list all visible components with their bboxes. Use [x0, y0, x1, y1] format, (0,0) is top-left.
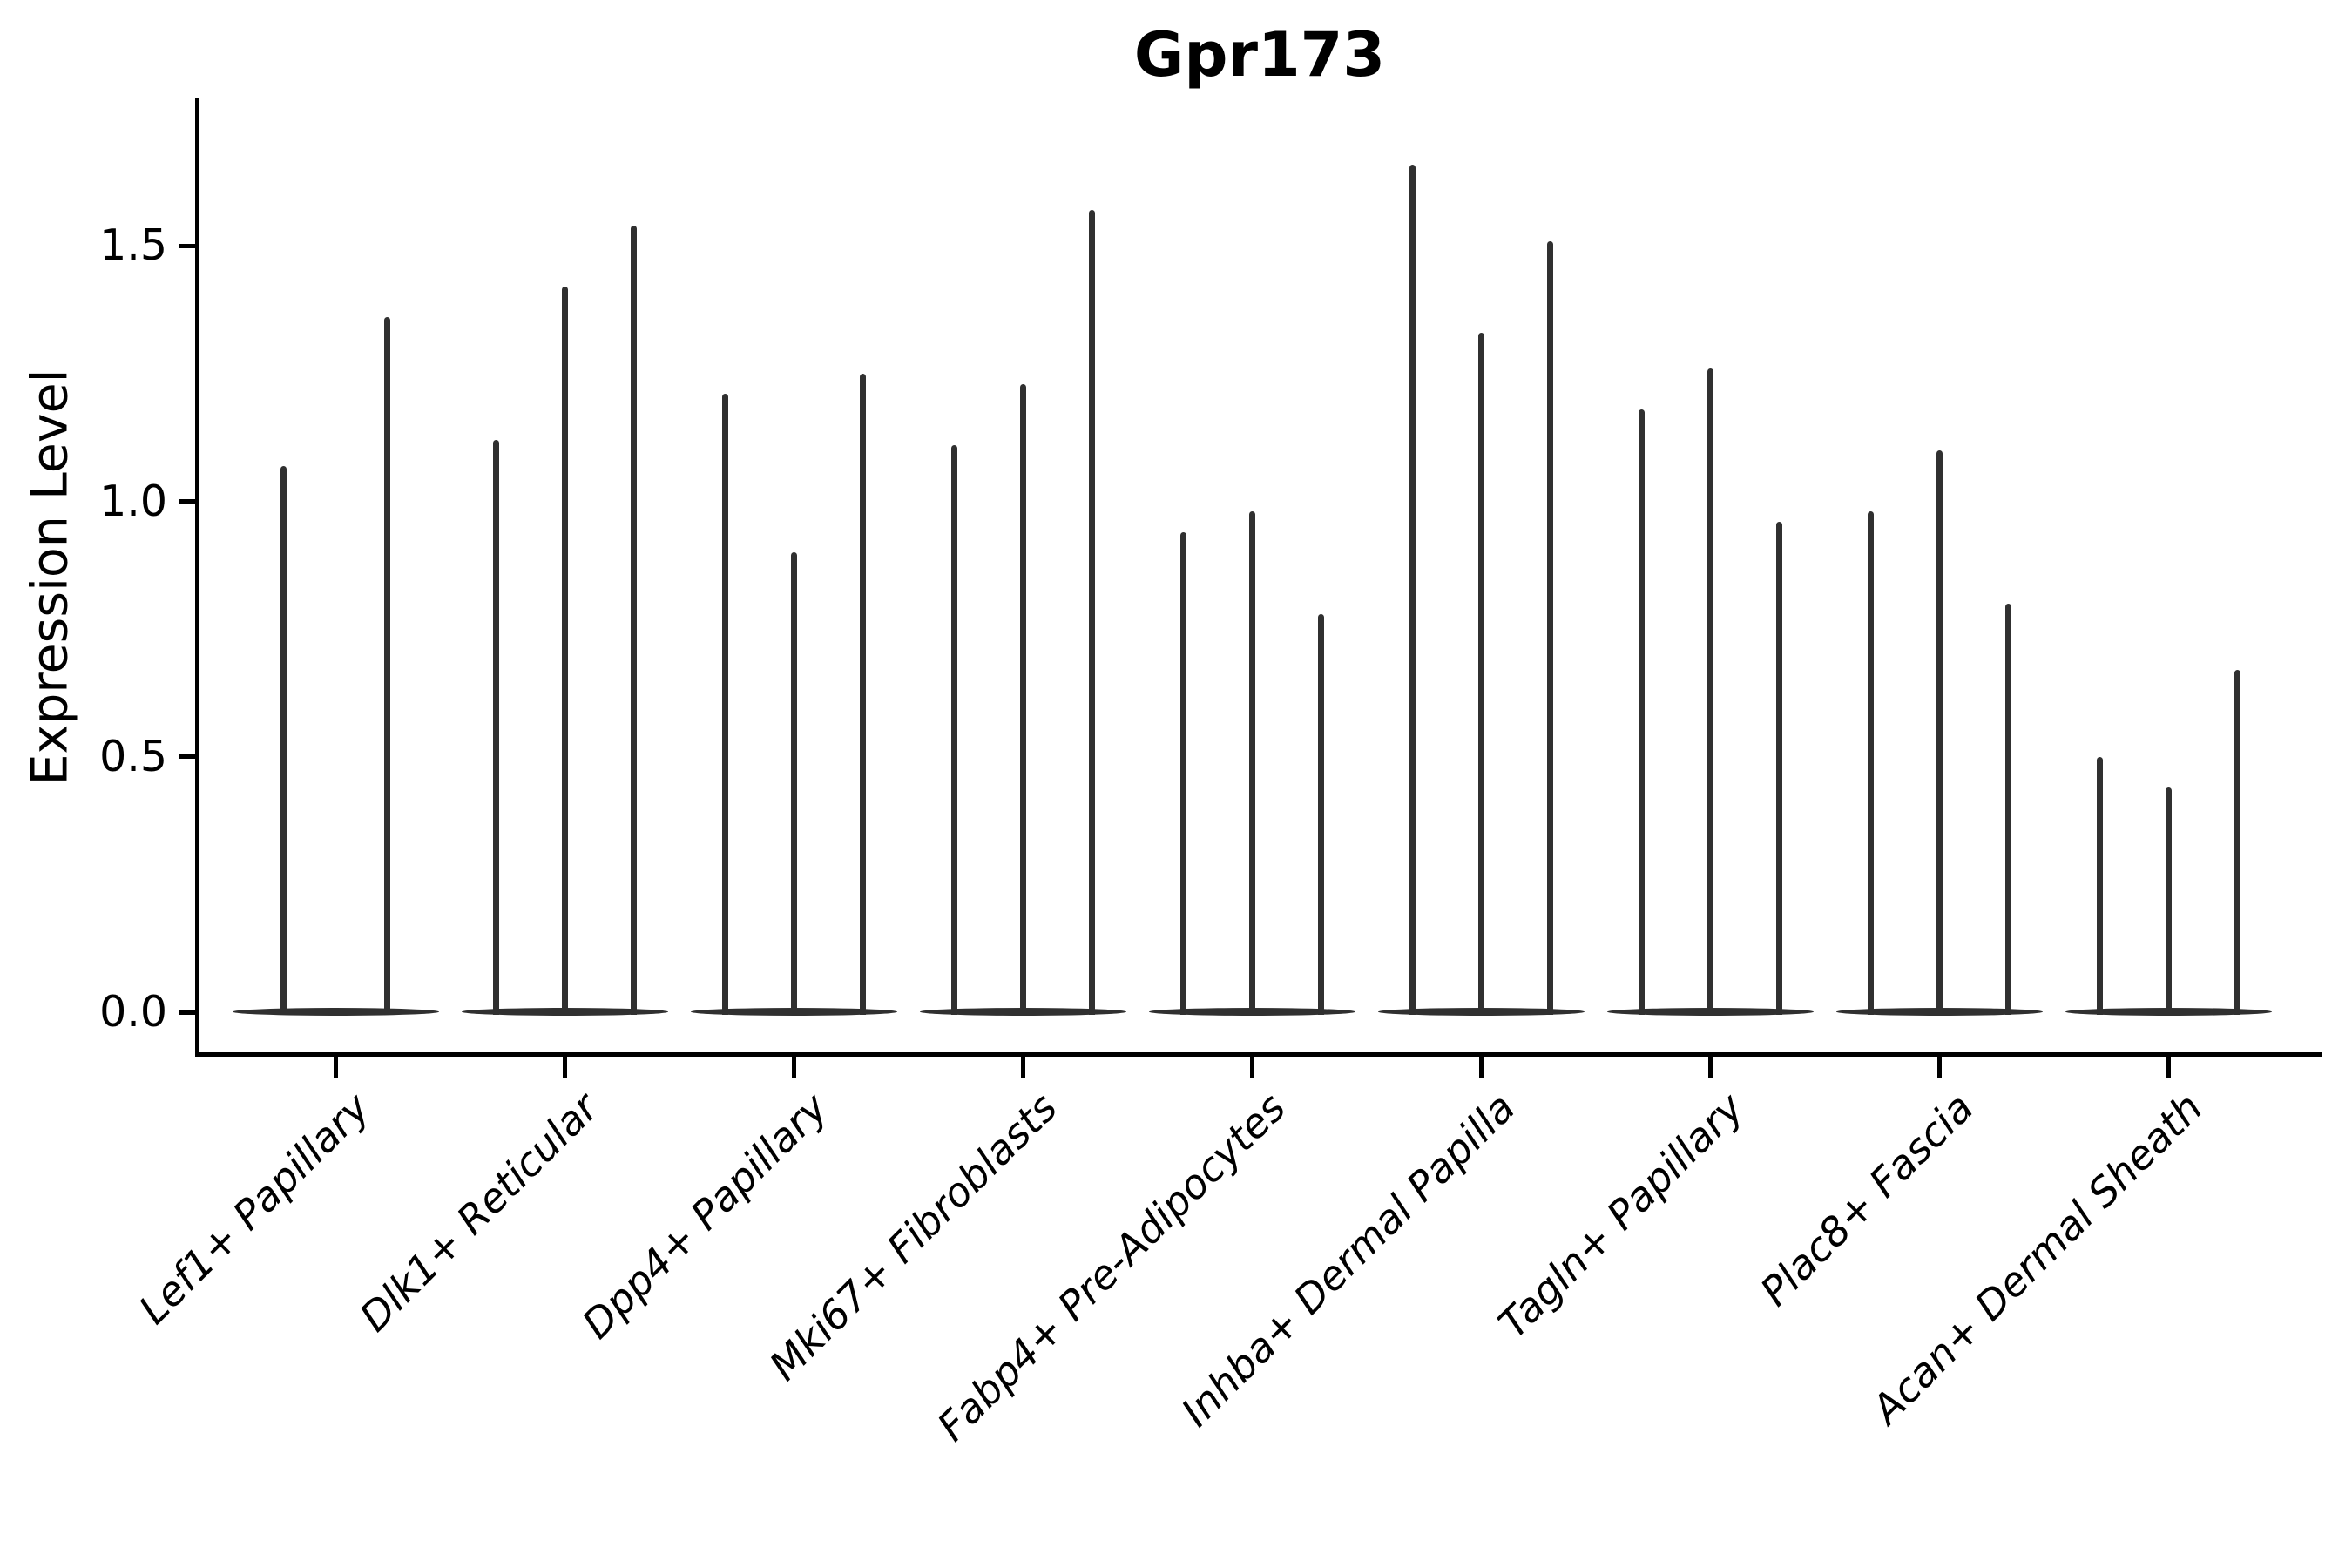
y-tick-mark [179, 754, 198, 760]
violin-spike [1867, 511, 1874, 1015]
violin-spike [2004, 603, 2011, 1015]
y-tick-mark [179, 1010, 198, 1015]
x-tick-mark [791, 1057, 796, 1078]
y-tick-label: 1.0 [99, 476, 167, 526]
x-tick-mark [1249, 1057, 1254, 1078]
x-axis-spine [195, 1052, 2322, 1057]
violin-spike [1019, 383, 1026, 1015]
violin-spike [280, 465, 287, 1015]
y-tick-label: 1.5 [99, 220, 167, 271]
violin-spike [1775, 522, 1782, 1015]
x-tick-mark [2166, 1057, 2171, 1078]
violin-spike [859, 374, 866, 1015]
x-tick-mark [1478, 1057, 1484, 1078]
violin-spike [492, 440, 499, 1015]
x-tick-mark [1936, 1057, 1942, 1078]
violin-spike [721, 394, 728, 1015]
violin-spike [1248, 511, 1255, 1015]
x-tick-label: Dlk1+ Reticular [350, 1084, 608, 1341]
violin-zero-base [232, 1008, 439, 1016]
violin-spike [790, 552, 797, 1015]
y-tick-mark [179, 499, 198, 504]
violin-spike [1477, 333, 1484, 1015]
violin-spike [1546, 240, 1553, 1015]
y-tick-label: 0.0 [99, 987, 167, 1037]
violin-spike [1409, 164, 1416, 1015]
x-tick-mark [562, 1057, 567, 1078]
x-tick-mark [333, 1057, 338, 1078]
violin-spike [1707, 368, 1713, 1015]
violin-spike [1638, 409, 1645, 1015]
violin-spike [630, 225, 637, 1015]
violin-spike [1179, 531, 1186, 1015]
violin-spike [1317, 613, 1324, 1015]
violin-spike [2096, 756, 2103, 1015]
x-tick-label: Tagln+ Papillary [1490, 1084, 1754, 1348]
violin-spike [1088, 210, 1095, 1015]
x-tick-mark [1707, 1057, 1713, 1078]
x-tick-label: Lef1+ Papillary [129, 1084, 379, 1334]
violin-spike [1936, 449, 1943, 1015]
x-tick-label: Plac8+ Fascia [1750, 1084, 1983, 1315]
y-axis-spine [195, 98, 199, 1057]
violin-spike [561, 287, 568, 1015]
y-tick-label: 0.5 [99, 731, 167, 781]
x-tick-mark [1020, 1057, 1025, 1078]
y-tick-mark [179, 243, 198, 248]
violin-spike [950, 445, 957, 1015]
chart-title: Gpr173 [1133, 19, 1386, 91]
violin-spike [2165, 787, 2172, 1015]
violin-spike [383, 317, 390, 1015]
violin-spike [2234, 670, 2240, 1015]
x-tick-label: Dpp4+ Papillary [572, 1084, 837, 1348]
